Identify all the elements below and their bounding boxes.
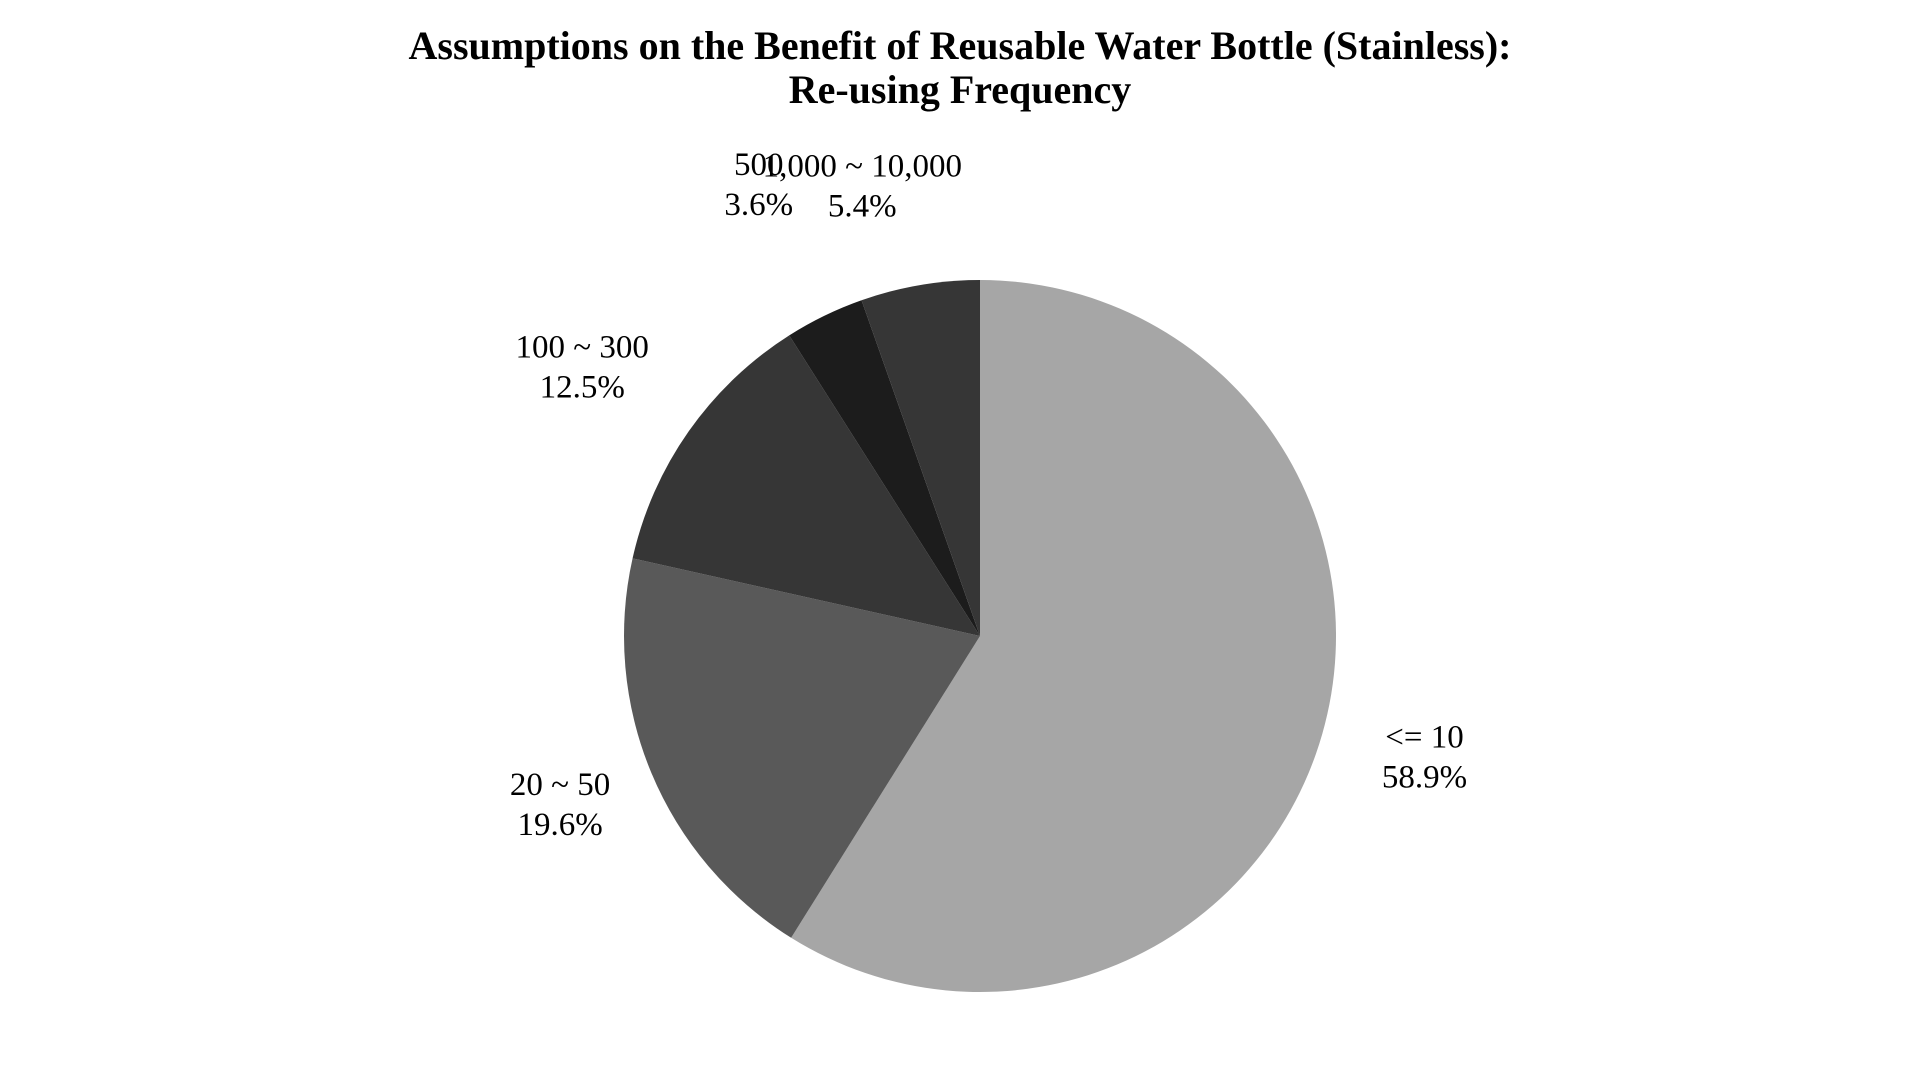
pie-slice-1 [791,280,1337,992]
slice-percent-label-2: 19.6% [517,807,602,843]
pie-slice-4 [789,300,980,636]
slice-category-label-1: <= 10 [1385,720,1463,756]
pie-labels: <= 10 58.9% 20 ~ 50 19.6% 100 ~ 300 12.5% 500 3… [510,147,1467,843]
slice-category-label-5: 1,000 ~ 10,000 [763,149,962,185]
slice-percent-label-4: 3.6% [724,187,793,223]
chart-title-line-1: Assumptions on the Benefit of Reusable W… [408,23,1512,68]
chart-title: Assumptions on the Benefit of Reusable W… [0,24,1920,112]
chart-subtitle: Re-using Frequency [788,67,1132,112]
slice-percent-label-3: 12.5% [540,369,625,405]
pie-slice-2 [623,558,980,938]
slice-percent-label-5: 5.4% [828,189,897,225]
slice-percent-label-1: 58.9% [1382,760,1467,796]
slice-category-label-2: 20 ~ 50 [510,767,610,803]
slice-category-label-3: 100 ~ 300 [516,329,649,365]
pie-slice-5 [861,280,980,636]
pie-slices [623,280,1337,992]
pie-slice-3 [632,335,980,636]
slice-category-label-4: 500 [734,147,784,183]
